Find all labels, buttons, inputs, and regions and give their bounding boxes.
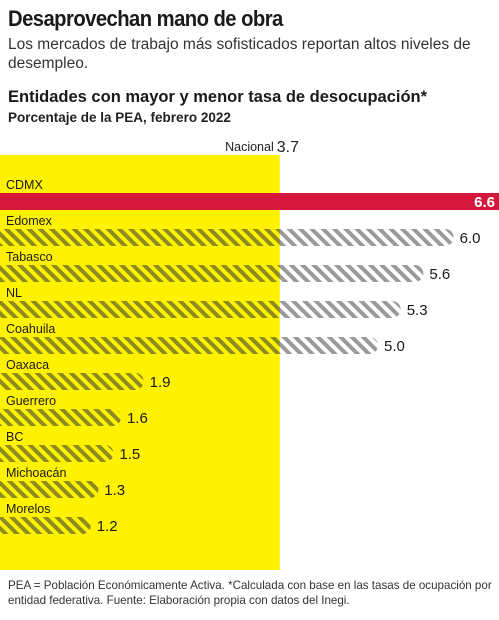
value-label: 1.2 — [97, 518, 118, 535]
value-label: 1.9 — [150, 374, 171, 391]
bar-band-overlay — [0, 301, 280, 318]
bar — [0, 193, 499, 210]
category-label: Edomex — [6, 214, 53, 228]
deck-text: Los mercados de trabajo más sofisticados… — [8, 36, 471, 72]
bar-band-overlay — [0, 373, 144, 390]
bar-band-overlay — [0, 265, 280, 282]
value-label: 5.3 — [407, 302, 428, 319]
value-label: 6.6 — [474, 194, 495, 211]
category-label: BC — [6, 430, 23, 444]
bar-band-overlay — [0, 445, 114, 462]
footnote: PEA = Población Económicamente Activa. *… — [8, 579, 492, 607]
category-label: Morelos — [6, 502, 50, 516]
category-label: Oaxaca — [6, 358, 49, 372]
value-label: 5.0 — [384, 338, 405, 355]
bar-chart: Nacional 3.7 CDMX 6.6 Edomex 6.0 Tabasco 5.6 NL 5… — [0, 139, 499, 570]
bar-band-overlay — [0, 481, 99, 498]
reference-value: 3.7 — [277, 139, 299, 156]
bar-band-overlay — [0, 337, 280, 354]
value-label: 1.3 — [104, 482, 125, 499]
category-label: Tabasco — [6, 250, 53, 264]
headline: Desaprovechan mano de obra — [8, 6, 283, 31]
category-label: Guerrero — [6, 394, 56, 408]
bar-band-overlay — [0, 229, 280, 246]
category-label: Michoacán — [6, 466, 66, 480]
national-average-band — [0, 155, 280, 570]
bar-band-overlay — [0, 517, 91, 534]
bar-band-overlay — [0, 409, 121, 426]
category-label: CDMX — [6, 178, 43, 192]
category-label: NL — [6, 286, 22, 300]
category-label: Coahuila — [6, 322, 55, 336]
value-label: 5.6 — [429, 266, 450, 283]
value-label: 1.6 — [127, 410, 148, 427]
chart-subtitle: Porcentaje de la PEA, febrero 2022 — [8, 110, 231, 125]
value-label: 1.5 — [119, 446, 140, 463]
chart-title: Entidades con mayor y menor tasa de deso… — [8, 88, 428, 106]
value-label: 6.0 — [460, 230, 481, 247]
reference-label: Nacional — [225, 140, 274, 154]
